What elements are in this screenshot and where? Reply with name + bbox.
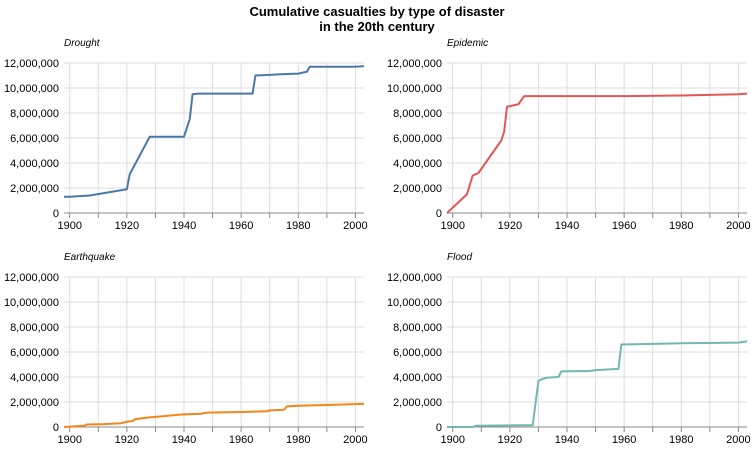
x-tick-label: 1940 <box>172 220 196 232</box>
y-tick-label: 4,000,000 <box>10 372 59 384</box>
y-tick-label: 0 <box>53 422 59 434</box>
x-tick-label: 1980 <box>286 220 310 232</box>
y-tick-label: 6,000,000 <box>10 347 59 359</box>
y-tick-label: 8,000,000 <box>10 108 59 120</box>
x-tick-label: 1940 <box>555 434 579 446</box>
y-tick-label: 10,000,000 <box>4 83 59 95</box>
y-tick-label: 8,000,000 <box>393 322 442 334</box>
x-tick-label: 1900 <box>57 434 81 446</box>
series-line-epidemic <box>446 92 748 214</box>
y-tick-label: 6,000,000 <box>393 133 442 145</box>
panel-earthquake: 0 2,000,000 4,000,000 6,000,000 8,000,000 10,… <box>4 252 368 446</box>
y-tick-label: 2,000,000 <box>10 397 59 409</box>
y-tick-label: 2,000,000 <box>10 183 59 195</box>
y-tick-label: 4,000,000 <box>393 372 442 384</box>
y-tick-label: 4,000,000 <box>393 158 442 170</box>
x-tick-label: 1920 <box>498 434 522 446</box>
y-tick-label: 8,000,000 <box>10 322 59 334</box>
panel-flood: 0 2,000,000 4,000,000 6,000,000 8,000,000 10,… <box>387 252 751 446</box>
y-tick-label: 8,000,000 <box>393 108 442 120</box>
y-tick-label: 6,000,000 <box>393 347 442 359</box>
x-tick-label: 1960 <box>229 220 253 232</box>
x-tick-label: 1980 <box>286 434 310 446</box>
y-tick-label: 10,000,000 <box>4 297 59 309</box>
x-tick-label: 1900 <box>440 220 464 232</box>
x-tick-label: 1920 <box>115 434 139 446</box>
x-tick-label: 2000 <box>726 434 750 446</box>
x-tick-label: 1960 <box>229 434 253 446</box>
x-tick-label: 1960 <box>612 434 636 446</box>
x-tick-label: 2000 <box>343 434 367 446</box>
x-tick-label: 2000 <box>726 220 750 232</box>
series-line-earthquake <box>63 402 365 428</box>
x-tick-label: 1920 <box>115 220 139 232</box>
chart-title-line1: Cumulative casualties by type of disaste… <box>249 4 505 19</box>
y-tick-label: 2,000,000 <box>393 397 442 409</box>
x-tick-label: 1900 <box>440 434 464 446</box>
panel-drought: 0 2,000,000 4,000,000 6,000,000 8,000,000 10,… <box>4 38 368 232</box>
x-tick-label: 1920 <box>498 220 522 232</box>
x-tick-label: 1980 <box>669 434 693 446</box>
y-tick-label: 0 <box>53 208 59 220</box>
chart-title-line2: in the 20th century <box>319 19 435 34</box>
y-tick-label: 0 <box>436 422 442 434</box>
y-tick-label: 4,000,000 <box>10 158 59 170</box>
panel-title-earthquake: Earthquake <box>64 252 116 263</box>
series-line-flood <box>447 340 748 428</box>
y-tick-label: 12,000,000 <box>387 272 442 284</box>
panel-title-drought: Drought <box>64 38 101 49</box>
panel-title-flood: Flood <box>447 252 472 263</box>
series-line-drought <box>64 65 365 198</box>
x-tick-label: 1960 <box>612 220 636 232</box>
x-tick-label: 1900 <box>57 220 81 232</box>
y-tick-label: 6,000,000 <box>10 133 59 145</box>
y-tick-label: 10,000,000 <box>387 297 442 309</box>
panel-title-epidemic: Epidemic <box>447 38 488 49</box>
y-tick-label: 10,000,000 <box>387 83 442 95</box>
x-tick-label: 1940 <box>172 434 196 446</box>
y-tick-label: 12,000,000 <box>387 58 442 70</box>
panel-epidemic: 0 2,000,000 4,000,000 6,000,000 8,000,000 10,… <box>387 38 751 232</box>
y-tick-label: 12,000,000 <box>4 58 59 70</box>
x-tick-label: 1940 <box>555 220 579 232</box>
x-tick-label: 2000 <box>343 220 367 232</box>
x-tick-label: 1980 <box>669 220 693 232</box>
y-tick-label: 12,000,000 <box>4 272 59 284</box>
y-tick-label: 2,000,000 <box>393 183 442 195</box>
y-tick-label: 0 <box>436 208 442 220</box>
